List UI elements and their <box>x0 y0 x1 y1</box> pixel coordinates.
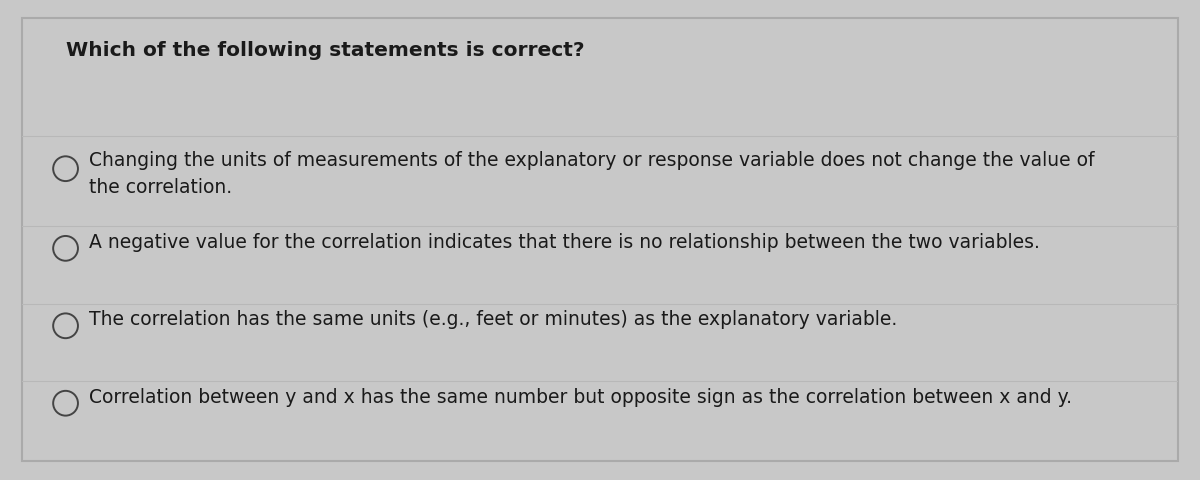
Text: Which of the following statements is correct?: Which of the following statements is cor… <box>66 41 584 60</box>
Text: Changing the units of measurements of the explanatory or response variable does : Changing the units of measurements of th… <box>89 151 1094 196</box>
Text: Correlation between y and x has the same number but opposite sign as the correla: Correlation between y and x has the same… <box>89 387 1072 406</box>
Text: The correlation has the same units (e.g., feet or minutes) as the explanatory va: The correlation has the same units (e.g.… <box>89 310 896 329</box>
Text: A negative value for the correlation indicates that there is no relationship bet: A negative value for the correlation ind… <box>89 232 1039 252</box>
